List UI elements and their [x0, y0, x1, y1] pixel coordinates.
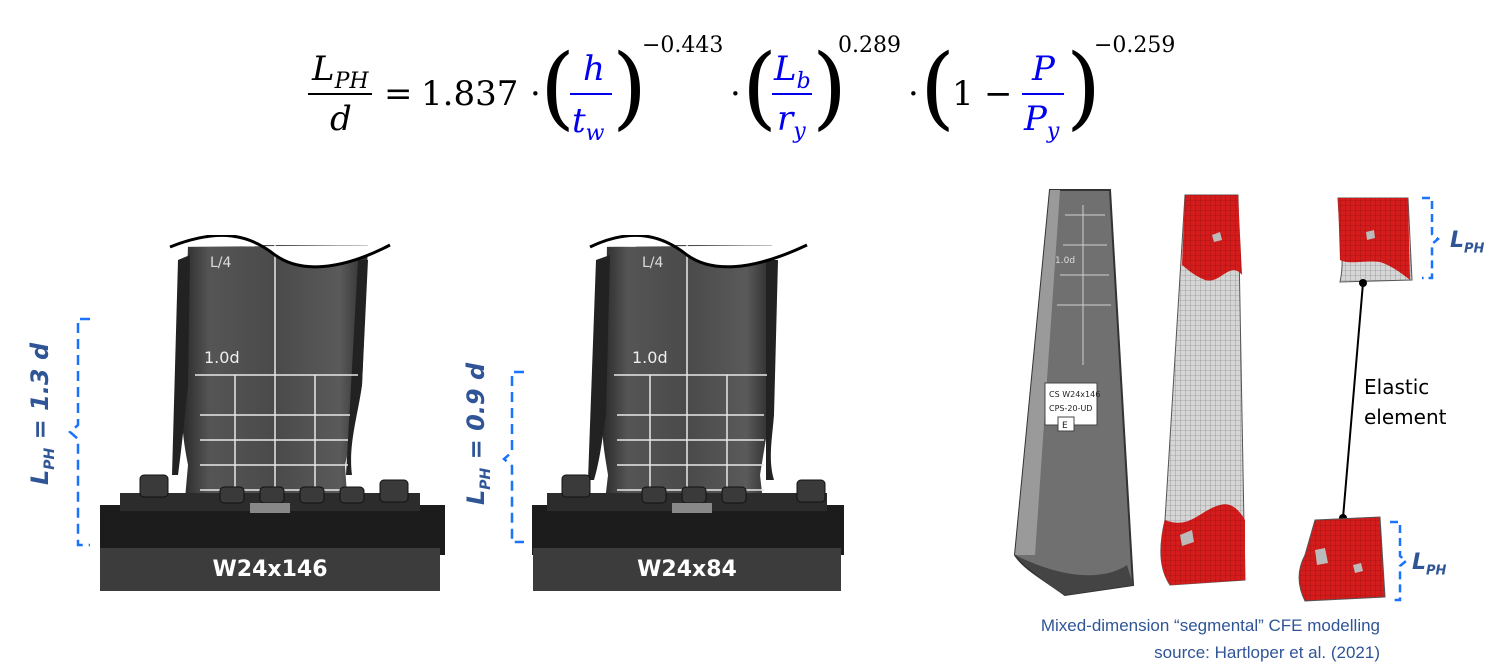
term3-minus: − — [984, 74, 1013, 114]
lph-label-segment-bottom: LPH — [1412, 550, 1447, 579]
term1-numerator: h — [583, 49, 605, 89]
anchor-bolts — [561, 474, 826, 504]
term3-denominator: Py — [1023, 99, 1060, 144]
gauge-label-mid: 1.0d — [204, 348, 240, 367]
fe-yield-bottom — [1160, 504, 1245, 585]
gauge-label-mid: 1.0d — [632, 348, 668, 367]
lph-bracket-1 — [68, 317, 90, 547]
fe-segment-bottom — [1298, 516, 1386, 602]
specimen-tag-line3: E — [1062, 421, 1068, 431]
paren-open-2: ( — [742, 35, 777, 140]
lph-bracket-segment-top — [1422, 196, 1440, 280]
figure-caption: Mixed-dimension “segmental” CFE modellin… — [1030, 612, 1380, 666]
segment-bottom-patch — [1353, 563, 1363, 573]
segment-bottom-patch — [1315, 548, 1328, 565]
multiply-dot-1: · — [530, 74, 541, 114]
term2-exponent: 0.289 — [838, 33, 901, 58]
lph-label-1: LPH = 1.3 d — [26, 342, 58, 485]
fe-segment-top — [1337, 197, 1413, 283]
specimen-tag-line1: CS W24x146 — [1049, 390, 1100, 399]
fe-yield-top — [1182, 195, 1242, 281]
break-line — [169, 235, 391, 269]
multiply-dot-2: · — [730, 74, 741, 114]
fe-elastic-patch — [1212, 232, 1222, 242]
base-fixture — [100, 505, 445, 555]
gauge-label-top: L/4 — [210, 255, 232, 271]
segment-top-patch — [1366, 230, 1375, 240]
paren-close-1: ) — [612, 35, 647, 140]
sensor-block — [250, 503, 290, 513]
chalk-grid — [614, 245, 767, 505]
caption-line-1: Mixed-dimension “segmental” CFE modellin… — [1040, 616, 1380, 635]
lph-bracket-segment-bottom — [1390, 520, 1408, 602]
multiply-dot-3: · — [908, 74, 919, 114]
term1-exponent: −0.443 — [642, 33, 723, 58]
paren-close-3: ) — [1066, 35, 1101, 140]
elastic-element-note: Elastic element — [1364, 375, 1447, 429]
design-equation: LPH d = 1.837 · ( h tw ) −0.443 · ( Lb r… — [308, 33, 1175, 146]
specimen-tag-line2: CPS-20-UD — [1049, 404, 1092, 413]
lph-label-2: LPH = 0.9 d — [462, 362, 494, 505]
right-flange — [346, 260, 368, 475]
coefficient: 1.837 — [421, 74, 518, 114]
paren-open-1: ( — [540, 35, 575, 140]
paren-open-3: ( — [920, 35, 955, 140]
specimen-grid — [1057, 205, 1111, 365]
left-flange — [588, 255, 610, 480]
specimen-w24x84-label: W24x84 — [533, 548, 841, 591]
specimen-w24x84-photo: L/4 1.0d — [532, 235, 844, 555]
specimen-w24x146-label: W24x146 — [100, 548, 440, 591]
sensor-block — [672, 503, 712, 513]
equals-sign: = — [384, 74, 413, 114]
term3-one: 1 — [952, 74, 974, 114]
term2-denominator: ry — [777, 99, 806, 144]
lhs-numerator: LPH — [311, 49, 369, 94]
lph-bracket-2 — [502, 370, 524, 544]
caption-source: source: Hartloper et al. (2021) — [1154, 643, 1380, 662]
base-fixture — [532, 505, 844, 555]
term3-numerator: P — [1031, 49, 1056, 89]
test-specimen-photo: 1.0d CS W24x146 CPS-20-UD E — [1013, 189, 1135, 597]
right-flange — [766, 260, 778, 480]
break-line — [589, 235, 808, 269]
lhs-denominator: d — [330, 99, 352, 139]
fe-model-full — [1160, 194, 1246, 586]
term2-numerator: Lb — [773, 49, 811, 94]
specimen-base — [1015, 555, 1133, 595]
gauge-label-top: L/4 — [642, 255, 664, 271]
left-flange — [172, 255, 190, 475]
lph-label-segment-top: LPH — [1450, 228, 1485, 257]
term1-denominator: tw — [572, 101, 605, 146]
specimen-flange-edge — [1015, 190, 1060, 555]
segment-top-yield — [1338, 198, 1410, 280]
specimen-w24x146-photo: L/4 1.0d — [100, 235, 445, 555]
specimen-gauge-label: 1.0d — [1055, 256, 1075, 266]
segment-bottom-yield — [1298, 516, 1386, 602]
fe-elastic-patch — [1180, 530, 1194, 546]
paren-close-2: ) — [812, 35, 847, 140]
term3-exponent: −0.259 — [1094, 33, 1175, 58]
anchor-bolts — [139, 474, 409, 504]
specimen-tag-box — [1057, 416, 1075, 432]
